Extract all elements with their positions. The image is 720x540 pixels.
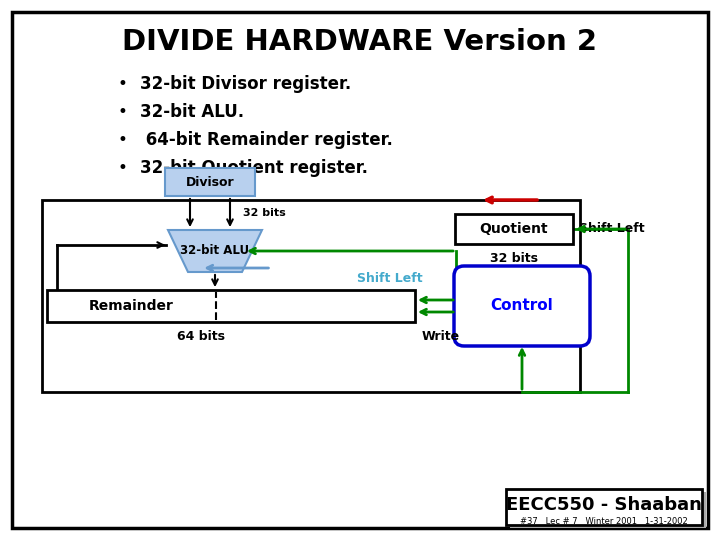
Text: Quotient: Quotient [480,222,549,236]
Text: 32-bit ALU.: 32-bit ALU. [140,103,244,121]
Bar [455,214,573,244]
Text: Write: Write [421,329,459,342]
Text: •: • [117,103,127,121]
Text: •: • [117,159,127,177]
FancyBboxPatch shape [454,266,590,346]
Text: 32 bits: 32 bits [490,252,538,265]
Text: Shift Left: Shift Left [579,222,644,235]
Text: DIVIDE HARDWARE Version 2: DIVIDE HARDWARE Version 2 [122,28,598,56]
Bar [47,290,415,322]
Text: 32-bit Quotient register.: 32-bit Quotient register. [140,159,368,177]
Text: •: • [117,75,127,93]
Text: Shift Left: Shift Left [357,272,423,285]
Text: 64-bit Remainder register.: 64-bit Remainder register. [140,131,393,149]
Text: 32-bit ALU: 32-bit ALU [181,245,250,258]
Text: EECC550 - Shaaban: EECC550 - Shaaban [506,496,702,514]
Text: Remainder: Remainder [89,299,174,313]
Text: #37   Lec # 7   Winter 2001   1-31-2002: #37 Lec # 7 Winter 2001 1-31-2002 [520,516,688,525]
Text: Control: Control [490,299,554,314]
Bar [510,492,706,528]
FancyBboxPatch shape [165,168,255,196]
Text: 32-bit Divisor register.: 32-bit Divisor register. [140,75,351,93]
Text: 32 bits: 32 bits [243,208,286,218]
Bar [506,489,702,525]
Polygon shape [168,230,262,272]
Text: •: • [117,131,127,149]
Text: 64 bits: 64 bits [177,329,225,342]
Text: Divisor: Divisor [186,176,234,188]
Bar [42,200,580,392]
